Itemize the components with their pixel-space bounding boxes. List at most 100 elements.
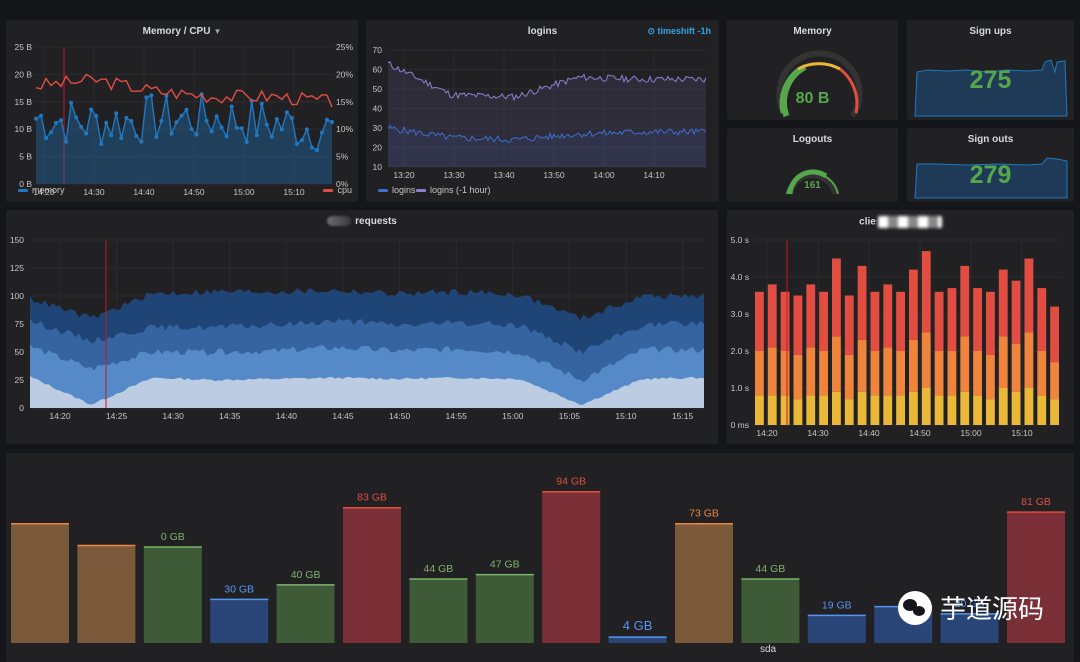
client-bar <box>973 395 982 425</box>
client-bar <box>883 395 893 425</box>
y-tick-right: 15% <box>336 97 353 107</box>
client-bar <box>780 395 790 425</box>
memory-point <box>54 120 59 125</box>
timeshift-badge: ⊙ timeshift -1h <box>647 26 711 36</box>
client-title[interactable]: clie <box>727 216 1074 228</box>
memory-area <box>36 94 332 184</box>
x-tick: 14:10 <box>643 170 665 180</box>
client-bar <box>857 265 867 340</box>
memory-point <box>144 95 149 100</box>
logins-line <box>387 124 707 143</box>
memory-point <box>274 117 279 122</box>
client-bar <box>1011 391 1021 425</box>
memory-point <box>269 134 274 139</box>
memory-point <box>189 127 194 132</box>
client-bar <box>870 395 880 425</box>
legend-memory[interactable]: memory <box>18 185 65 195</box>
legend-logins-1h[interactable]: logins (-1 hour) <box>416 185 491 195</box>
disk-bar-label: 0 GB <box>161 531 185 543</box>
y-tick: 150 <box>10 235 24 245</box>
y-tick-left: 0 B <box>19 179 32 189</box>
memory-point <box>104 120 109 125</box>
client-bar <box>1050 362 1059 400</box>
disk-bar-label: 44 GB <box>424 563 454 575</box>
x-tick: 15:15 <box>672 411 694 421</box>
memory-point <box>119 136 124 141</box>
y-tick-left: 10 B <box>15 124 33 134</box>
x-tick: 14:20 <box>49 411 71 421</box>
legend-cpu[interactable]: cpu <box>323 185 352 195</box>
memory-point <box>39 113 44 118</box>
memory-point <box>179 113 184 118</box>
memory-point <box>299 138 304 143</box>
client-bar <box>960 336 970 392</box>
memory-point <box>229 104 234 109</box>
memory-point <box>304 127 309 132</box>
client-bar <box>857 391 867 425</box>
memory-point <box>294 141 299 146</box>
legend-logins[interactable]: logins <box>378 185 416 195</box>
y-tick: 50 <box>15 347 25 357</box>
memory-point <box>204 118 209 123</box>
disk-chart: 0 GB 30 GB 40 GB 83 GB 44 GB 47 GB 94 GB 4 GB 73… <box>11 476 1065 643</box>
requests-title[interactable]: requests <box>6 216 718 227</box>
requests-chart: 150 125 100 75 50 25 0 14:20 14:25 14:30 14:35 14:4… <box>10 235 704 421</box>
disk-bar <box>741 579 800 643</box>
memory-point <box>244 140 249 145</box>
memory-point <box>149 93 154 98</box>
client-panel: clie 5.0 s 4.0 s 3.0 s 2.0 s 1.0 s 0 ms 14:20 1… <box>727 210 1074 444</box>
memory-point <box>239 126 244 131</box>
disk-bar <box>475 574 534 643</box>
client-bar <box>793 295 803 355</box>
y-tick-right: 5% <box>336 152 349 162</box>
client-bar <box>806 347 816 396</box>
client-bar <box>986 291 995 355</box>
client-bar <box>780 291 790 351</box>
y-tick: 125 <box>10 263 24 273</box>
memory-point <box>219 125 224 130</box>
memory-point <box>184 107 189 112</box>
watermark: 芋道源码 <box>897 589 1044 626</box>
x-tick: 14:20 <box>756 428 778 438</box>
memory-point <box>324 117 329 122</box>
client-bar <box>883 347 893 396</box>
memory-point <box>309 145 314 150</box>
memory-point <box>224 134 229 139</box>
x-tick: 14:30 <box>807 428 829 438</box>
memory-point <box>254 133 259 138</box>
x-tick: 15:00 <box>502 411 524 421</box>
client-bar <box>934 291 944 351</box>
client-bar <box>998 388 1008 425</box>
x-tick: 13:40 <box>493 170 515 180</box>
y-tick-right: 20% <box>336 69 353 79</box>
client-bar <box>1011 280 1021 344</box>
y-tick: 20 <box>373 143 383 153</box>
client-bar <box>857 339 867 392</box>
logouts-gauge-panel: Logouts 161 <box>727 128 898 202</box>
memory-point <box>284 110 289 115</box>
client-bar <box>896 291 905 351</box>
x-tick: 13:30 <box>443 170 465 180</box>
client-bar <box>1011 343 1021 392</box>
y-tick-left: 5 B <box>19 152 32 162</box>
client-bar <box>947 395 957 425</box>
signups-title[interactable]: Sign ups <box>969 26 1012 37</box>
client-bar <box>819 291 828 351</box>
memory-cpu-title[interactable]: Memory / CPU ▼ <box>142 26 222 37</box>
client-bar <box>998 336 1008 388</box>
disk-bar <box>276 584 335 643</box>
logins-title[interactable]: logins <box>527 26 558 37</box>
y-tick-right: 0% <box>336 179 349 189</box>
client-bar <box>998 269 1008 337</box>
memory-point <box>99 142 104 147</box>
signouts-title[interactable]: Sign outs <box>967 134 1014 145</box>
client-bar <box>755 395 764 425</box>
memory-gauge-title[interactable]: Memory <box>793 26 832 37</box>
x-tick: 14:50 <box>183 187 205 197</box>
x-tick: 15:10 <box>615 411 637 421</box>
logouts-gauge-title[interactable]: Logouts <box>792 134 833 145</box>
memory-point <box>89 107 94 112</box>
chevron-down-icon[interactable]: ▼ <box>213 27 222 36</box>
disk-bar-label: 19 GB <box>822 599 852 611</box>
disk-bar-label: 47 GB <box>490 559 520 571</box>
